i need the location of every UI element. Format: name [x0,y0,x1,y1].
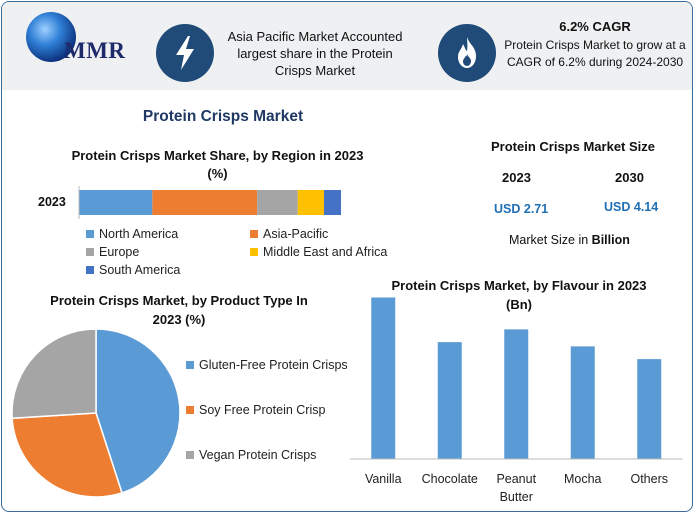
header-banner: MMR Asia Pacific Market Accounted larges… [2,2,692,90]
globe-logo-icon [26,12,76,62]
region-bar-segment-europe [257,190,298,215]
swatch-north-america [86,230,94,238]
flavour-bar-vanilla [371,297,396,459]
swatch-vegan [186,451,194,459]
legend-label: Soy Free Protein Crisp [199,403,326,417]
flavour-tick-label: Butter [500,490,533,504]
flavour-bar-chocolate [437,342,462,459]
note-prefix: Market Size in [509,233,592,247]
flavour-tick-label: Others [630,472,668,486]
box1-text: Asia Pacific Market Accounted largest sh… [227,29,403,78]
logo-text: MMR [64,38,126,63]
flavour-bar-others [637,359,662,459]
legend-label: Asia-Pacific [263,227,329,241]
year-2023-label: 2023 [502,170,531,185]
swatch-mea [250,248,258,256]
legend-label: Middle East and Africa [263,245,388,259]
product-type-chart-title: Protein Crisps Market, by Product Type I… [50,293,308,327]
legend-label: North America [99,227,179,241]
legend-label: Gluten-Free Protein Crisps [199,358,348,372]
legend-south-america: South America [86,263,180,277]
region-bar-segment-north-america [79,190,153,215]
swatch-gluten-free [186,361,194,369]
swatch-soy-free [186,406,194,414]
region-bar-segment-asia-pacific [152,190,258,215]
cagr-title: 6.2% CAGR [559,19,631,34]
legend-label: South America [99,263,181,277]
flavour-bar-peanut-butter [504,329,529,459]
note-unit: Billion [591,233,630,247]
flavour-tick-label: Mocha [564,472,602,486]
value-2023: USD 2.71 [494,202,549,216]
legend-label: Europe [99,245,140,259]
main-title: Protein Crisps Market [142,108,304,125]
legend-north-america: North America [86,227,178,241]
flavour-bar-mocha [570,346,595,459]
pie-slice-vegan-protein-crisps [11,328,97,420]
year-2030-label: 2030 [615,170,644,185]
cagr-text: Protein Crisps Market to grow at a CAGR … [504,38,686,69]
flavour-chart-title: Protein Crisps Market, by Flavour in 202… [391,278,647,312]
legend-mea: Middle East and Africa [250,245,387,259]
pie-slice-soy-free-protein-crisp [11,412,123,498]
region-bar-segment-south-america [323,190,341,215]
market-size-note: Market Size in Billion [509,233,630,247]
region-chart-title: Protein Crisps Market Share, by Region i… [71,148,364,181]
legend-gluten-free: Gluten-Free Protein Crisps [186,358,348,372]
region-category-label: 2023 [38,195,66,209]
market-size-title: Protein Crisps Market Size [491,139,655,154]
flame-icon [438,24,496,82]
swatch-asia-pacific [250,230,258,238]
region-bar-segment-middle-east-and-africa [297,190,324,215]
flavour-tick-label: Vanilla [365,472,402,486]
pie-slice-gluten-free-protein-crisps [95,328,181,494]
legend-europe: Europe [86,245,139,259]
legend-label: Vegan Protein Crisps [199,448,317,462]
lightning-icon [156,24,214,82]
legend-asia-pacific: Asia-Pacific [250,227,328,241]
flavour-tick-label: Chocolate [422,472,478,486]
swatch-south-america [86,266,94,274]
value-2030: USD 4.14 [604,200,659,214]
legend-soy-free: Soy Free Protein Crisp [186,403,325,417]
swatch-europe [86,248,94,256]
legend-vegan: Vegan Protein Crisps [186,448,316,462]
flavour-tick-label: Peanut [496,472,536,486]
